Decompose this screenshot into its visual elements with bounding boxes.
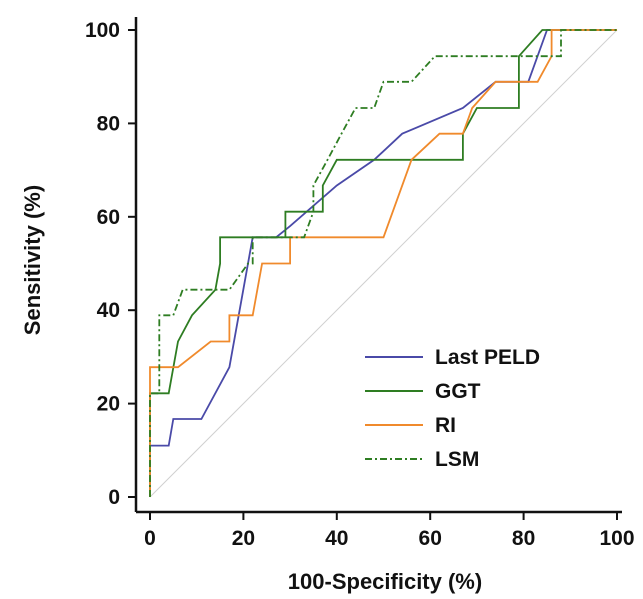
legend-label: RI [435,414,456,437]
y-axis-ticks: 0 20 40 60 80 100 [85,19,136,509]
y-tick-label: 80 [97,112,120,135]
y-axis-title: Sensitivity (%) [20,185,45,335]
x-tick-label: 80 [512,527,535,550]
x-tick-label: 40 [325,527,348,550]
y-tick-label: 40 [97,299,120,322]
reference-diagonal [149,29,618,498]
legend-label: Last PELD [435,346,540,369]
legend-label: LSM [435,448,479,471]
y-tick-label: 100 [85,19,120,42]
series-line-ri [149,29,617,497]
series-line-ggt [149,29,617,497]
x-tick-label: 60 [419,527,442,550]
x-axis-title: 100-Specificity (%) [288,569,482,594]
legend-label: GGT [435,380,481,403]
legend: Last PELD GGT RI LSM [365,346,540,471]
x-tick-label: 0 [144,527,156,550]
x-tick-label: 20 [232,527,255,550]
y-tick-label: 0 [108,486,120,509]
y-tick-label: 60 [97,206,120,229]
series-layer [149,29,617,497]
y-tick-label: 20 [97,393,120,416]
series-line-lsm [149,29,617,497]
x-axis-ticks: 0 20 40 60 80 100 [144,512,635,550]
x-tick-label: 100 [599,527,634,550]
